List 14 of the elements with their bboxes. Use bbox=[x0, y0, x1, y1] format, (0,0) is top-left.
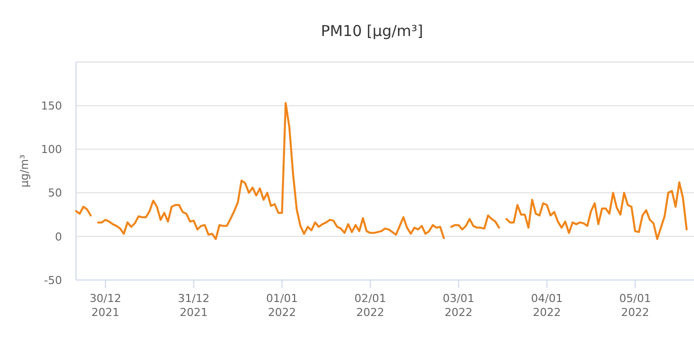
y-axis-title: µg/m³ bbox=[18, 154, 31, 188]
x-tick-label: 03/01 2022 bbox=[442, 292, 474, 319]
chart-title: PM10 [µg/m³] bbox=[320, 22, 424, 40]
y-tick-label: -50 bbox=[44, 274, 62, 287]
x-tick-label: 30/12 2021 bbox=[90, 292, 122, 319]
x-tick-label: 02/01 2022 bbox=[354, 292, 386, 319]
x-tick-label: 05/01 2022 bbox=[619, 292, 651, 319]
y-tick-label: 0 bbox=[55, 230, 62, 244]
x-tick-label: 01/01 2022 bbox=[266, 292, 298, 319]
x-tick-label: 04/01 2022 bbox=[531, 292, 563, 319]
y-tick-label: 50 bbox=[48, 186, 62, 200]
y-tick-label: 150 bbox=[41, 99, 62, 112]
y-tick-label: 100 bbox=[41, 143, 62, 156]
x-tick-label: 31/12 2021 bbox=[178, 292, 210, 319]
